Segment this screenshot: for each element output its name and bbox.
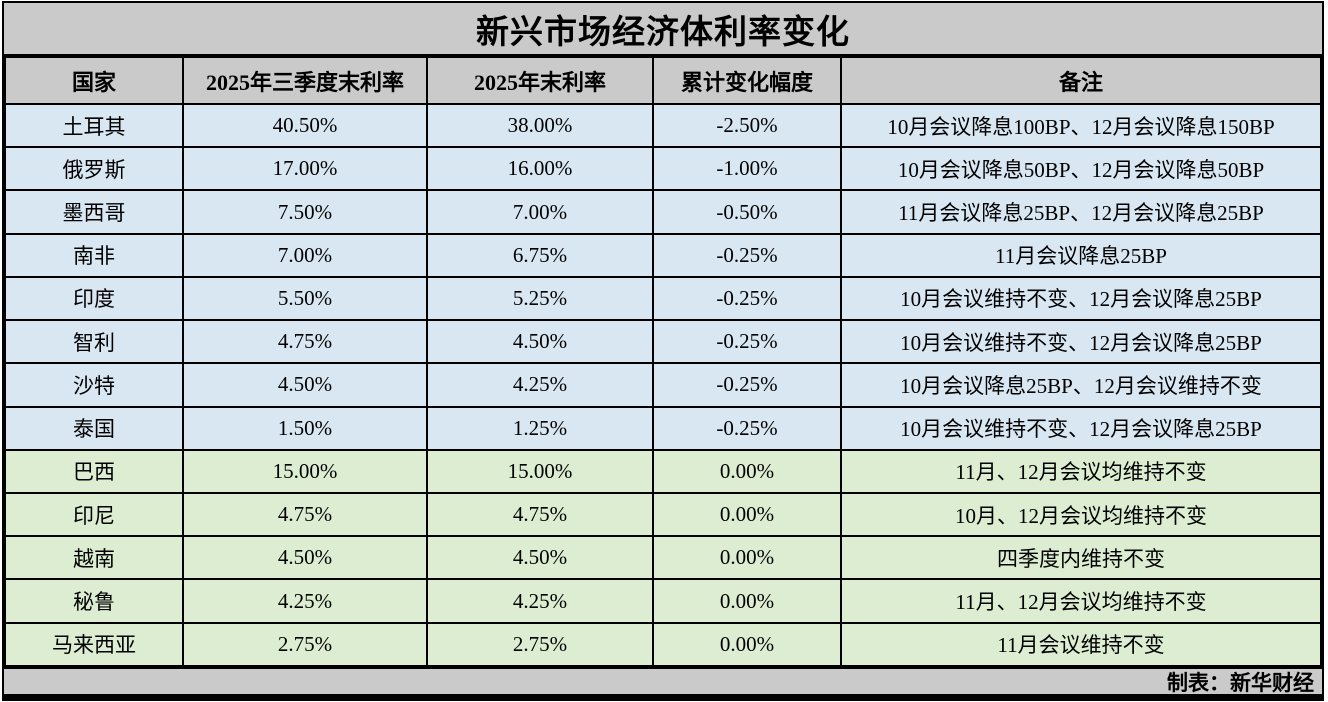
country-cell: 俄罗斯: [4, 146, 184, 192]
year-end-rate-cell: 38.00%: [426, 102, 654, 149]
q3-rate-cell: 4.50%: [182, 535, 428, 581]
column-header-country: 国家: [4, 56, 184, 105]
table-body: 土耳其 40.50% 38.00% -2.50% 10月会议降息100BP、12月会议降…: [4, 102, 1322, 668]
change-cell: -0.25%: [652, 232, 842, 278]
year-end-rate-cell: 1.25%: [426, 405, 654, 451]
change-cell: -1.00%: [652, 146, 842, 192]
table-row: 智利 4.75% 4.50% -0.25% 10月会议维持不变、12月会议降息25BP: [4, 319, 1322, 365]
year-end-rate-cell: 4.50%: [426, 319, 654, 365]
note-cell: 11月、12月会议均维持不变: [840, 578, 1322, 624]
q3-rate-cell: 7.00%: [182, 232, 428, 278]
change-cell: 0.00%: [652, 448, 842, 494]
country-cell: 马来西亚: [4, 621, 184, 668]
country-cell: 越南: [4, 535, 184, 581]
rates-table: 国家 2025年三季度末利率 2025年末利率 累计变化幅度 备注 土耳其 40.50% 3…: [4, 56, 1322, 668]
year-end-rate-cell: 6.75%: [426, 232, 654, 278]
note-cell: 10月会议维持不变、12月会议降息25BP: [840, 319, 1322, 365]
change-cell: 0.00%: [652, 621, 842, 668]
q3-rate-cell: 5.50%: [182, 275, 428, 322]
country-cell: 印尼: [4, 491, 184, 538]
note-cell: 11月会议降息25BP: [840, 232, 1322, 278]
q3-rate-cell: 7.50%: [182, 189, 428, 235]
year-end-rate-cell: 2.75%: [426, 621, 654, 668]
q3-rate-cell: 1.50%: [182, 405, 428, 451]
country-cell: 印度: [4, 275, 184, 322]
country-cell: 南非: [4, 232, 184, 278]
country-cell: 土耳其: [4, 102, 184, 149]
year-end-rate-cell: 4.25%: [426, 578, 654, 624]
table-row: 泰国 1.50% 1.25% -0.25% 10月会议维持不变、12月会议降息25BP: [4, 405, 1322, 451]
footer-bar: 制表：新华财经: [4, 667, 1322, 699]
q3-rate-cell: 2.75%: [182, 621, 428, 668]
note-cell: 10月、12月会议均维持不变: [840, 491, 1322, 538]
table-row: 南非 7.00% 6.75% -0.25% 11月会议降息25BP: [4, 232, 1322, 278]
table-row: 沙特 4.50% 4.25% -0.25% 10月会议降息25BP、12月会议维持不变: [4, 362, 1322, 408]
year-end-rate-cell: 7.00%: [426, 189, 654, 235]
header-row: 国家 2025年三季度末利率 2025年末利率 累计变化幅度 备注: [4, 56, 1322, 105]
table-row: 越南 4.50% 4.50% 0.00% 四季度内维持不变: [4, 535, 1322, 581]
year-end-rate-cell: 4.75%: [426, 491, 654, 538]
note-cell: 10月会议降息25BP、12月会议维持不变: [840, 362, 1322, 408]
q3-rate-cell: 4.75%: [182, 319, 428, 365]
q3-rate-cell: 40.50%: [182, 102, 428, 149]
note-cell: 10月会议维持不变、12月会议降息25BP: [840, 405, 1322, 451]
change-cell: -0.25%: [652, 319, 842, 365]
change-cell: -0.25%: [652, 275, 842, 322]
table-row: 印尼 4.75% 4.75% 0.00% 10月、12月会议均维持不变: [4, 491, 1322, 538]
table-title: 新兴市场经济体利率变化: [4, 3, 1322, 56]
note-cell: 11月会议维持不变: [840, 621, 1322, 668]
table-row: 土耳其 40.50% 38.00% -2.50% 10月会议降息100BP、12月会议降…: [4, 102, 1322, 149]
column-header-note: 备注: [840, 56, 1322, 105]
table-row: 俄罗斯 17.00% 16.00% -1.00% 10月会议降息50BP、12月会议降息…: [4, 146, 1322, 192]
note-cell: 四季度内维持不变: [840, 535, 1322, 581]
country-cell: 泰国: [4, 405, 184, 451]
q3-rate-cell: 15.00%: [182, 448, 428, 494]
table-row: 秘鲁 4.25% 4.25% 0.00% 11月、12月会议均维持不变: [4, 578, 1322, 624]
q3-rate-cell: 4.25%: [182, 578, 428, 624]
country-cell: 智利: [4, 319, 184, 365]
note-cell: 10月会议降息50BP、12月会议降息50BP: [840, 146, 1322, 192]
note-cell: 10月会议降息100BP、12月会议降息150BP: [840, 102, 1322, 149]
table-row: 印度 5.50% 5.25% -0.25% 10月会议维持不变、12月会议降息25BP: [4, 275, 1322, 322]
q3-rate-cell: 17.00%: [182, 146, 428, 192]
q3-rate-cell: 4.50%: [182, 362, 428, 408]
country-cell: 沙特: [4, 362, 184, 408]
column-header-change: 累计变化幅度: [652, 56, 842, 105]
year-end-rate-cell: 4.50%: [426, 535, 654, 581]
change-cell: 0.00%: [652, 491, 842, 538]
year-end-rate-cell: 16.00%: [426, 146, 654, 192]
country-cell: 秘鲁: [4, 578, 184, 624]
table-row: 墨西哥 7.50% 7.00% -0.50% 11月会议降息25BP、12月会议降息25…: [4, 189, 1322, 235]
q3-rate-cell: 4.75%: [182, 491, 428, 538]
change-cell: 0.00%: [652, 535, 842, 581]
change-cell: -0.25%: [652, 405, 842, 451]
column-header-year-end-rate: 2025年末利率: [426, 56, 654, 105]
note-cell: 10月会议维持不变、12月会议降息25BP: [840, 275, 1322, 322]
table-row: 巴西 15.00% 15.00% 0.00% 11月、12月会议均维持不变: [4, 448, 1322, 494]
year-end-rate-cell: 5.25%: [426, 275, 654, 322]
change-cell: -2.50%: [652, 102, 842, 149]
table-row: 马来西亚 2.75% 2.75% 0.00% 11月会议维持不变: [4, 621, 1322, 668]
column-header-q3-rate: 2025年三季度末利率: [182, 56, 428, 105]
change-cell: -0.25%: [652, 362, 842, 408]
note-cell: 11月会议降息25BP、12月会议降息25BP: [840, 189, 1322, 235]
change-cell: 0.00%: [652, 578, 842, 624]
credit-text: 制表：新华财经: [1167, 670, 1314, 695]
year-end-rate-cell: 4.25%: [426, 362, 654, 408]
note-cell: 11月、12月会议均维持不变: [840, 448, 1322, 494]
year-end-rate-cell: 15.00%: [426, 448, 654, 494]
country-cell: 巴西: [4, 448, 184, 494]
change-cell: -0.50%: [652, 189, 842, 235]
country-cell: 墨西哥: [4, 189, 184, 235]
